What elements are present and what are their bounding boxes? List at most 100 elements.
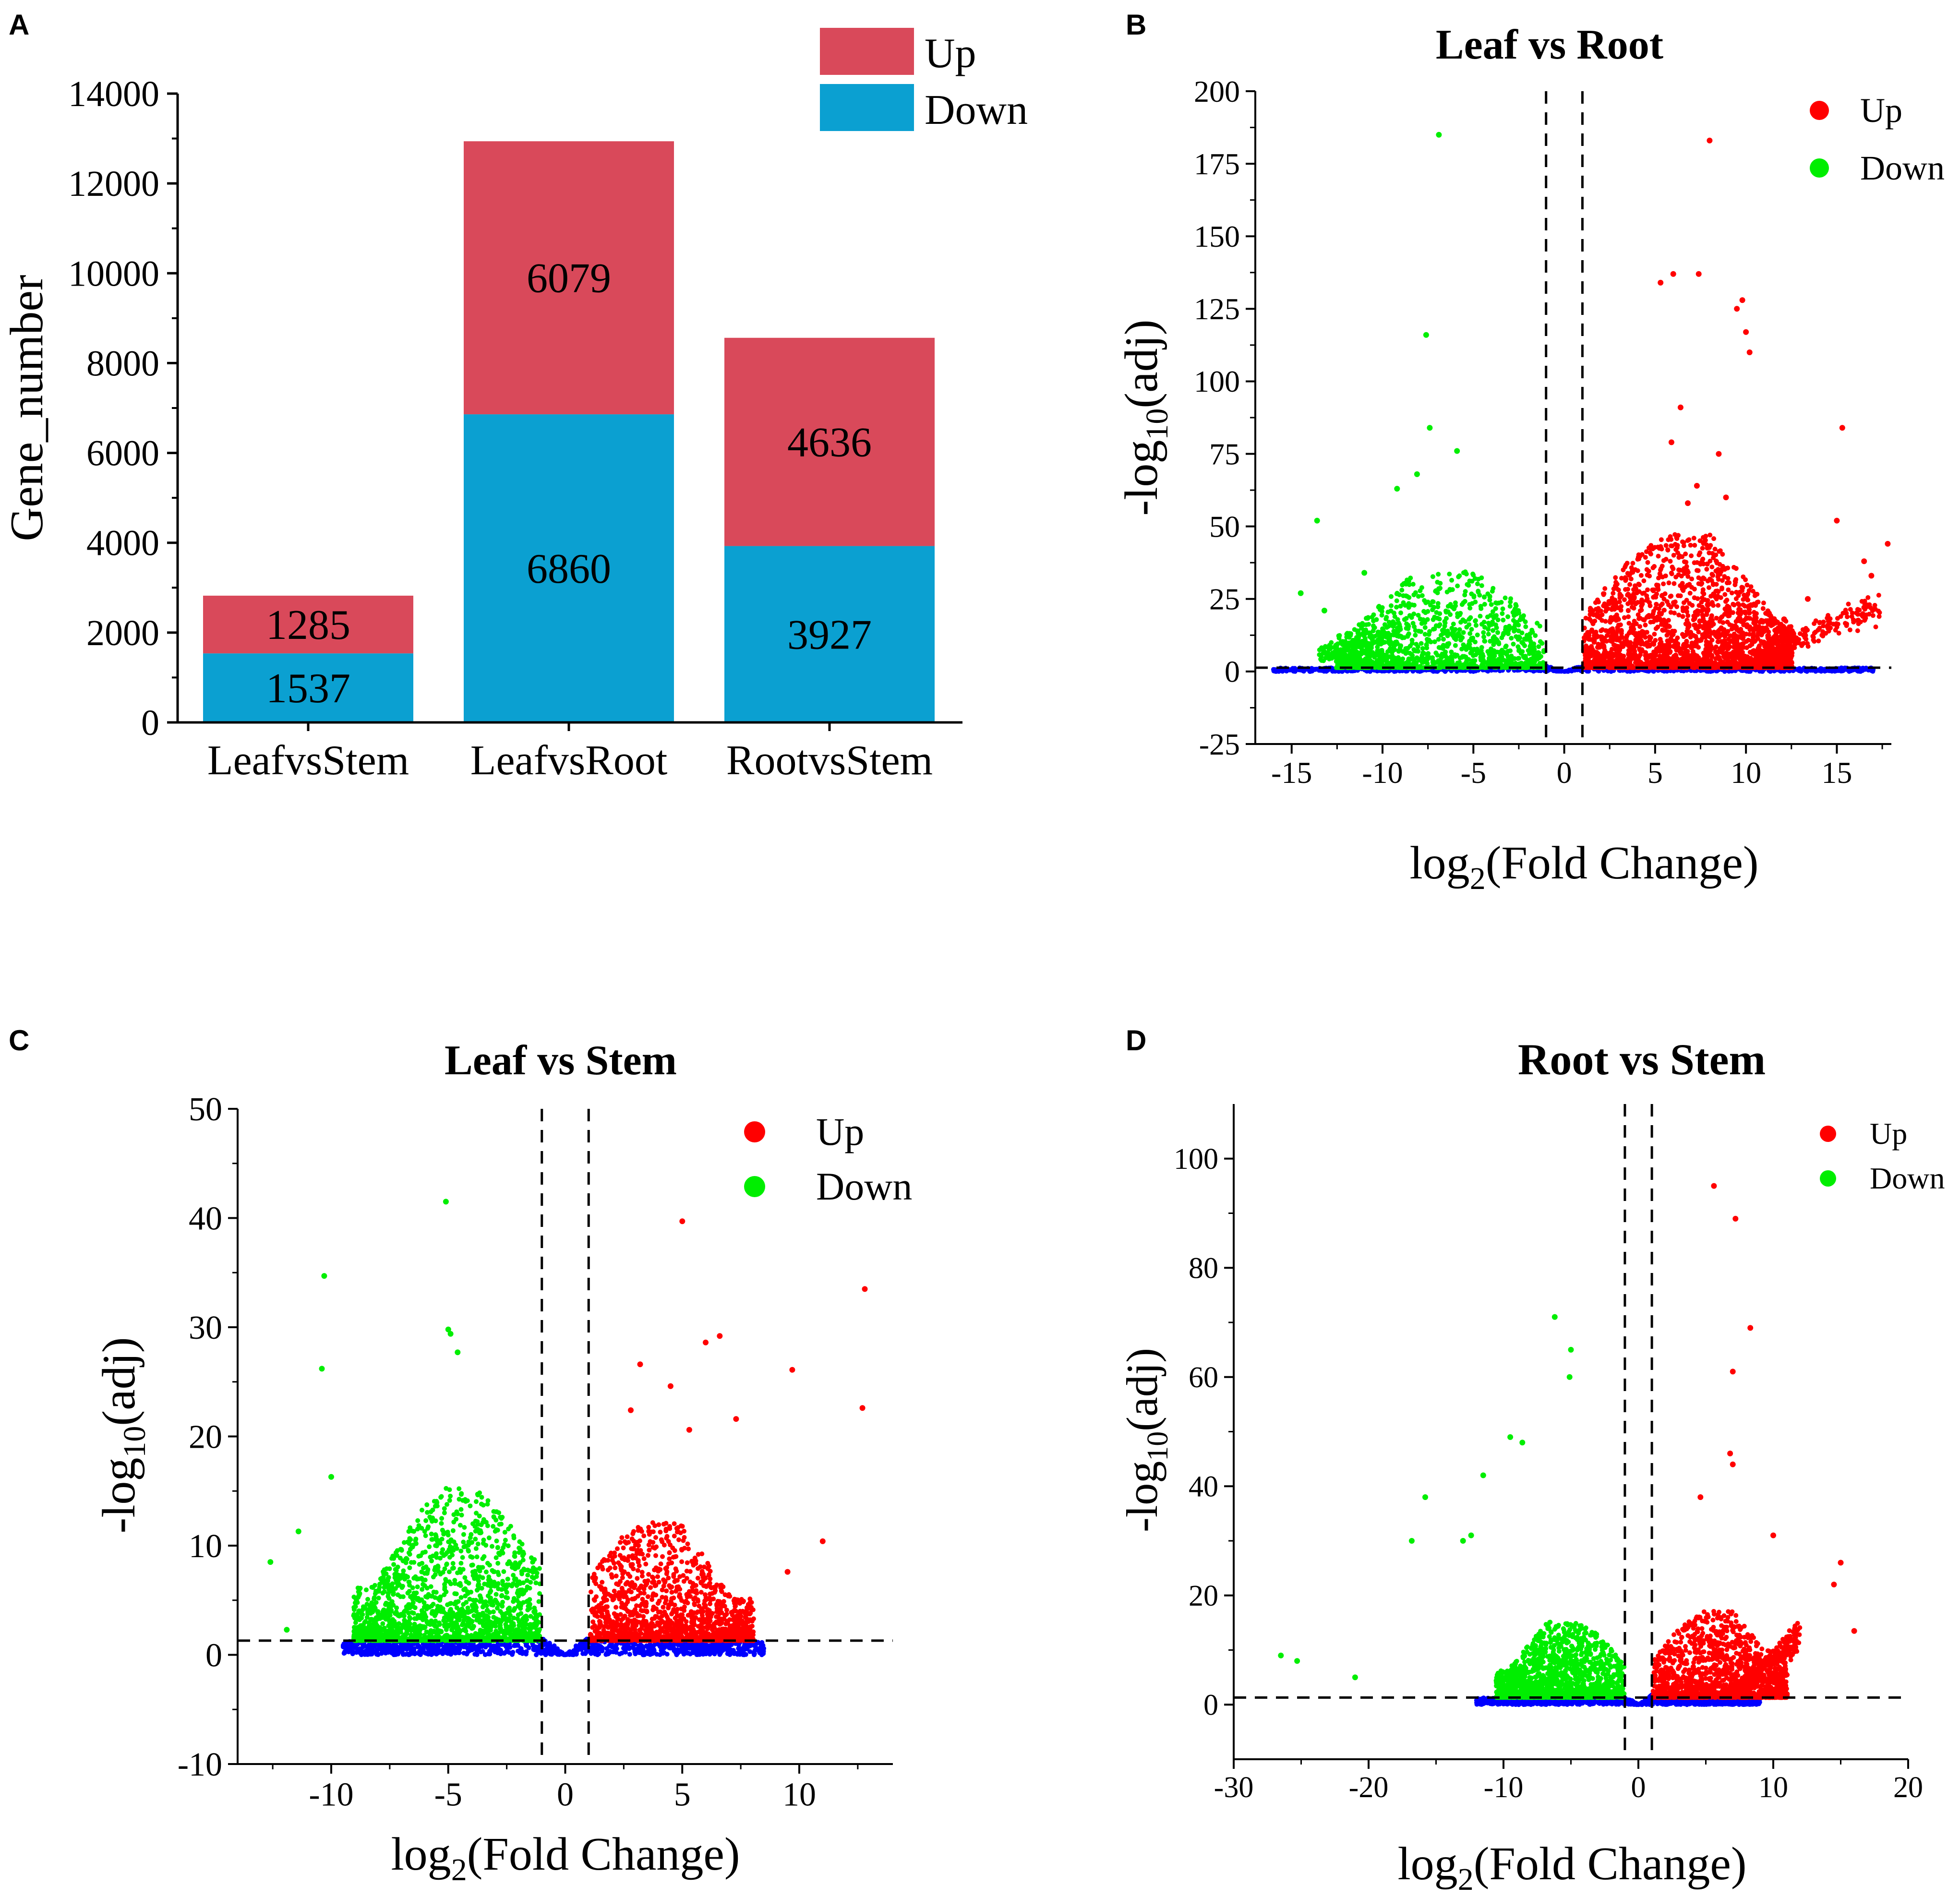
point-down — [1433, 650, 1439, 656]
point-up — [1642, 617, 1647, 623]
x-tick-label: LeafvsStem — [207, 737, 409, 784]
point-up — [1615, 644, 1621, 649]
point-up — [1847, 627, 1852, 633]
point-up — [1647, 574, 1652, 578]
point-up — [1846, 601, 1851, 607]
point-up — [1716, 639, 1721, 645]
point-down — [1352, 659, 1358, 664]
point-up — [1766, 629, 1771, 635]
point-down — [1513, 602, 1518, 607]
point-up-outlier — [1885, 540, 1891, 547]
point-down — [1348, 659, 1353, 664]
point-up — [1601, 644, 1607, 649]
data-label-down: 3927 — [787, 612, 872, 658]
point-up — [1860, 611, 1865, 616]
point-up — [1658, 636, 1663, 642]
point-up — [1723, 608, 1729, 613]
point-up — [1734, 624, 1739, 630]
point-down — [1361, 658, 1367, 663]
y-tick-label: 100 — [1194, 364, 1240, 398]
point-down — [1449, 577, 1455, 583]
y-tick-label: 2000 — [86, 613, 159, 653]
point-up — [1690, 603, 1695, 608]
point-up — [1645, 644, 1650, 649]
point-up — [1602, 648, 1608, 653]
point-up — [1634, 653, 1639, 659]
point-up — [1604, 605, 1609, 611]
point-up — [1726, 636, 1731, 642]
point-up — [1629, 605, 1635, 610]
point-down — [1384, 635, 1389, 640]
x-tick-label: 5 — [1647, 756, 1663, 790]
point-up — [1622, 615, 1627, 620]
point-up — [1701, 561, 1706, 566]
scatter-points — [1271, 132, 1891, 674]
point-up — [1722, 652, 1728, 657]
point-down — [1521, 613, 1526, 618]
point-up — [1645, 587, 1650, 592]
point-up — [1746, 603, 1752, 608]
point-down — [1341, 651, 1347, 656]
bar-down-rootvsstem — [724, 546, 935, 722]
point-up — [1589, 653, 1594, 659]
point-down — [1402, 617, 1407, 622]
panel-b-volcano-leaf-vs-root: Leaf vs Root -250255075100125150175200-1… — [1116, 22, 1945, 896]
point-down — [1357, 644, 1362, 649]
scatter-points — [267, 1199, 868, 1657]
point-up — [1851, 620, 1856, 624]
point-down — [1455, 653, 1460, 658]
legend-label-up: Up — [1860, 91, 1902, 130]
point-down — [1478, 655, 1483, 660]
point-up — [1731, 654, 1736, 659]
data-label-down: 1537 — [266, 665, 350, 712]
point-down — [1435, 579, 1440, 585]
point-down — [1509, 657, 1515, 662]
point-down — [1469, 627, 1474, 632]
point-down — [1362, 636, 1368, 641]
point-down — [1370, 660, 1375, 665]
point-up — [1593, 629, 1599, 635]
point-down — [1513, 660, 1518, 666]
point-up — [1643, 623, 1648, 628]
point-up — [1779, 622, 1784, 627]
point-up — [1732, 633, 1738, 638]
point-down — [1441, 636, 1446, 642]
point-down — [1494, 660, 1500, 665]
point-up — [1654, 618, 1659, 623]
point-down — [1388, 640, 1394, 645]
point-down — [1499, 635, 1504, 640]
point-up — [1730, 610, 1735, 615]
point-down — [1320, 647, 1325, 652]
point-down — [1476, 576, 1481, 582]
point-up — [1865, 595, 1871, 600]
point-down — [1535, 621, 1540, 626]
point-up — [1691, 536, 1696, 541]
point-down-outlier — [1414, 471, 1420, 477]
point-down — [1444, 616, 1449, 621]
point-down — [1371, 625, 1377, 631]
point-up — [1616, 636, 1621, 641]
point-down — [1505, 614, 1511, 619]
point-up — [1608, 618, 1613, 623]
point-up — [1628, 655, 1634, 660]
point-up — [1756, 649, 1762, 654]
point-up — [1720, 620, 1726, 625]
point-down — [1462, 644, 1467, 649]
point-down — [1496, 640, 1501, 645]
point-down — [1447, 587, 1453, 592]
point-down — [1479, 606, 1484, 611]
point-up — [1668, 658, 1673, 663]
point-up — [1682, 559, 1687, 564]
point-down — [1467, 622, 1472, 627]
point-down — [1437, 611, 1443, 616]
point-up — [1727, 613, 1732, 618]
point-down — [1360, 631, 1365, 636]
point-down — [1490, 609, 1495, 614]
point-up — [1751, 620, 1756, 625]
point-down — [1487, 623, 1492, 628]
legend-swatch-up — [820, 28, 914, 75]
panel-letter-c: C — [9, 1024, 29, 1057]
point-up-outlier — [1694, 483, 1700, 489]
point-up — [1817, 620, 1822, 625]
